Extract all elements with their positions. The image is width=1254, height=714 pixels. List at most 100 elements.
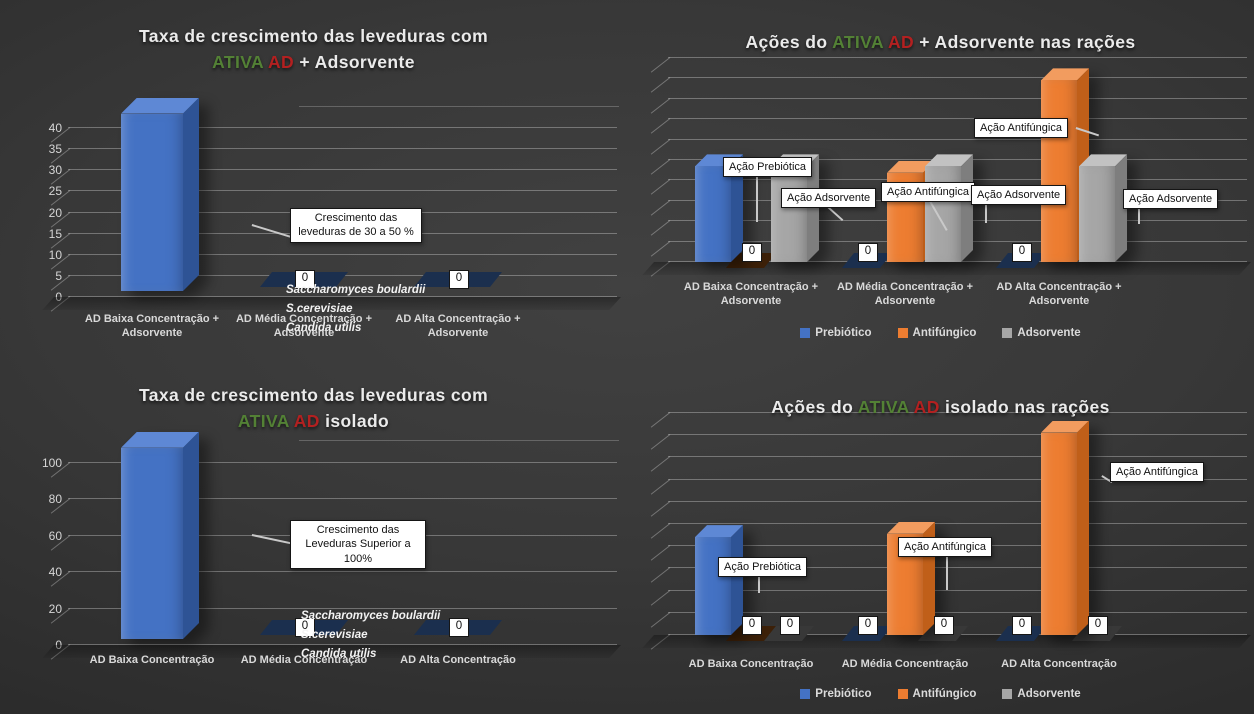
bar-adsorvente[interactable] [771, 166, 807, 262]
gridline [668, 57, 1247, 58]
legend[interactable]: Prebiótico Antifúngico Adsorvente [627, 327, 1254, 339]
chart-growth-with-adsorvent[interactable]: Taxa de crescimento das leveduras com ATI… [0, 0, 627, 357]
category-label: AD Média Concentração [841, 658, 969, 670]
category-label: AD Média Concentração [240, 654, 368, 666]
grid-stub [650, 240, 671, 257]
y-axis-tick-label: 100 [41, 455, 62, 470]
callout-leader-line [758, 574, 760, 593]
data-label-zero[interactable]: 0 [449, 618, 469, 637]
title-line: ATIVA AD + Adsorvente [0, 49, 627, 75]
chart-title: Ações do ATIVA AD + Adsorvente nas raçõe… [627, 29, 1254, 55]
plot-area: Ação Prebiótica Ação Antifúngica Ação An… [642, 412, 1251, 650]
data-label-zero[interactable]: 0 [1012, 616, 1032, 635]
y-axis-tick-label: 15 [48, 226, 62, 241]
yeast-species-notes: Saccharomyces boulardii S.cerevisiae Can… [286, 281, 425, 338]
grid-stub [650, 523, 671, 539]
y-axis-tick-label: 35 [48, 142, 62, 157]
data-label-zero[interactable]: 0 [449, 270, 469, 289]
species-item: Candida utilis [301, 648, 377, 660]
category-label: AD Baixa Concentração + Adsorvente [683, 281, 819, 307]
legend[interactable]: Prebiótico Antifúngico Adsorvente [627, 688, 1254, 700]
chart-growth-isolated[interactable]: Taxa de crescimento das leveduras com ATI… [0, 357, 627, 714]
callout-growth-over-100[interactable]: Crescimento das Leveduras Superior a 100… [290, 520, 426, 569]
gridline [668, 97, 1247, 99]
yeast-species-notes: Saccharomyces boulardii S.cerevisiae Can… [301, 607, 440, 664]
y-axis-tick-label: 0 [30, 290, 62, 304]
callout-acao-prebiotica[interactable]: Ação Prebiótica [718, 557, 808, 578]
callout-acao-prebiotica[interactable]: Ação Prebiótica [723, 157, 813, 178]
data-label-zero[interactable]: 0 [742, 243, 762, 262]
gridline [668, 500, 1247, 502]
title-segment: AD [913, 396, 940, 417]
legend-item-antifungico[interactable]: Antifúngico [897, 688, 976, 700]
grid-stub [650, 77, 671, 94]
data-label-zero[interactable]: 0 [858, 243, 878, 262]
title-segment: ATIVA [857, 396, 914, 417]
y-axis-tick-label: 80 [48, 492, 62, 507]
title-segment: Taxa de crescimento das leveduras com [138, 384, 489, 405]
grid-stub [650, 97, 671, 114]
callout-acao-adsorvente[interactable]: Ação Adsorvente [1123, 189, 1219, 210]
callout-acao-adsorvente[interactable]: Ação Adsorvente [971, 185, 1067, 206]
legend-swatch-blue [800, 689, 811, 699]
category-label: AD Baixa Concentração [89, 654, 215, 666]
gridline [68, 190, 617, 192]
chart-actions-isolated[interactable]: Ações do ATIVA AD isolado nas rações Açã… [627, 357, 1254, 714]
grid-stub [650, 589, 671, 606]
category-label: AD Alta Concentração + Adsorvente [395, 313, 521, 339]
gridline [68, 148, 617, 150]
callout-growth-30-50[interactable]: Crescimento das leveduras de 30 a 50 % [290, 208, 422, 243]
bar-adsorvente[interactable] [925, 166, 961, 262]
data-label-zero[interactable]: 0 [295, 618, 315, 637]
gridline [668, 412, 1247, 413]
bar-adsorvente[interactable] [1079, 166, 1115, 262]
callout-acao-antifungica[interactable]: Ação Antifúngica [881, 182, 975, 203]
legend-item-adsorvente[interactable]: Adsorvente [1002, 688, 1081, 700]
chart-title: Ações do ATIVA AD isolado nas rações [627, 394, 1254, 420]
callout-acao-adsorvente[interactable]: Ação Adsorvente [781, 188, 877, 209]
bar-prebiotico[interactable] [121, 447, 183, 639]
title-segment: Ações do [745, 31, 833, 52]
data-label-zero[interactable]: 0 [1012, 243, 1032, 262]
bar-antifungico[interactable] [1041, 80, 1077, 262]
data-label-zero[interactable]: 0 [780, 616, 800, 635]
data-label-zero[interactable]: 0 [934, 616, 954, 635]
title-segment: ATIVA [212, 51, 268, 72]
legend-item-adsorvente[interactable]: Adsorvente [1002, 327, 1081, 339]
data-label-zero[interactable]: 0 [1088, 616, 1108, 635]
title-segment: isolado nas rações [939, 396, 1110, 417]
legend-swatch-gray [1002, 689, 1013, 699]
data-label-zero[interactable]: 0 [742, 616, 762, 635]
title-segment: + Adsorvente nas rações [914, 31, 1136, 52]
plot-area: Crescimento das Leveduras Superior a 100… [42, 440, 622, 660]
data-label-zero[interactable]: 0 [858, 616, 878, 635]
grid-stub [650, 199, 671, 216]
callout-acao-antifungica[interactable]: Ação Antifúngica [1110, 462, 1204, 483]
legend-item-prebiotico[interactable]: Prebiótico [800, 327, 872, 339]
legend-item-antifungico[interactable]: Antifúngico [897, 327, 976, 339]
category-label: AD Alta Concentração [400, 654, 516, 666]
bar-prebiotico[interactable] [695, 166, 731, 262]
callout-acao-antifungica[interactable]: Ação Antifúngica [974, 118, 1068, 139]
legend-item-prebiotico[interactable]: Prebiótico [800, 688, 872, 700]
title-line: Taxa de crescimento das leveduras com [0, 23, 627, 49]
title-segment: isolado [319, 410, 390, 431]
gridline [668, 589, 1247, 591]
grid-stub [650, 567, 671, 584]
title-segment: ATIVA [237, 410, 294, 431]
bar-antifungico[interactable] [1041, 432, 1077, 635]
y-axis-tick-label: 0 [30, 638, 62, 652]
callout-acao-antifungica[interactable]: Ação Antifúngica [898, 537, 992, 558]
chart-actions-with-adsorvent[interactable]: Ações do ATIVA AD + Adsorvente nas raçõe… [627, 0, 1254, 357]
data-label-zero[interactable]: 0 [295, 270, 315, 289]
bar-prebiotico[interactable] [695, 537, 731, 635]
gridline [68, 127, 617, 129]
grid-stub [650, 179, 671, 196]
bar-prebiotico[interactable] [121, 113, 183, 291]
gridline [668, 138, 1247, 140]
category-label: AD Baixa Concentração [688, 658, 814, 670]
gridline [668, 77, 1247, 79]
species-item: Saccharomyces boulardii [301, 610, 441, 622]
category-label: AD Média Concentração + Adsorvente [836, 281, 973, 307]
